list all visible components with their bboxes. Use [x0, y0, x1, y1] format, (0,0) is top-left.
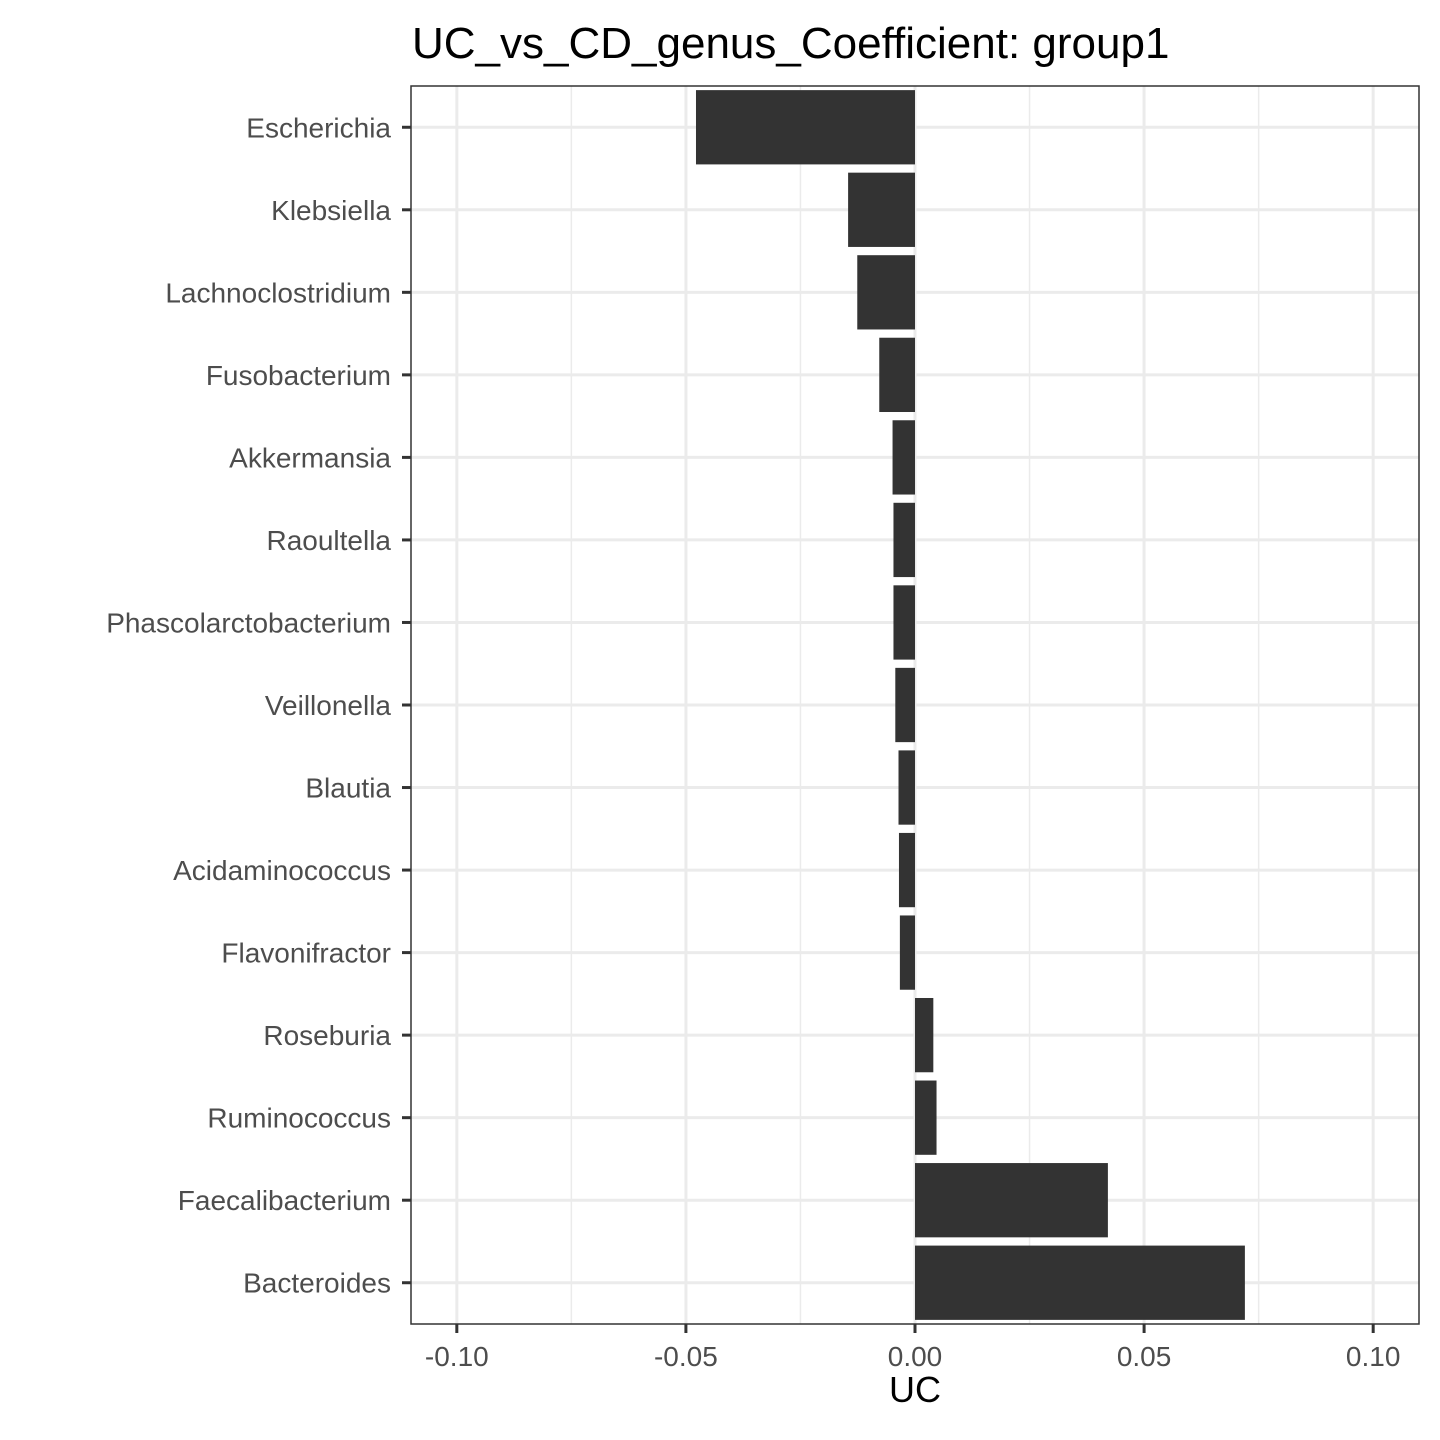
x-tick-label: -0.05	[654, 1341, 718, 1372]
bar-roseburia	[915, 997, 934, 1073]
bar-lachnoclostridium	[857, 255, 915, 330]
y-tick-label: Phascolarctobacterium	[106, 607, 391, 638]
y-tick-label: Blautia	[305, 773, 391, 804]
bar-veillonella	[895, 667, 915, 743]
y-tick-label: Ruminococcus	[207, 1103, 391, 1134]
bar-escherichia	[695, 90, 915, 165]
y-tick-label: Klebsiella	[271, 195, 391, 226]
y-tick-label: Raoultella	[266, 525, 391, 556]
y-tick-label: Acidaminococcus	[173, 855, 391, 886]
bar-fusobacterium	[879, 337, 915, 413]
x-axis-title: UC	[889, 1369, 941, 1410]
bar-raoultella	[893, 502, 915, 578]
chart-title: UC_vs_CD_genus_Coefficient: group1	[412, 19, 1169, 68]
bar-faecalibacterium	[915, 1163, 1108, 1238]
y-axis: Escherichia Klebsiella Lachnoclostridium Fu…	[106, 112, 411, 1299]
y-tick-label: Escherichia	[246, 112, 391, 143]
bar-akkermansia	[892, 420, 915, 495]
x-tick-label: -0.10	[425, 1341, 489, 1372]
bar-phascolarctobacterium	[893, 585, 915, 660]
x-axis: -0.10 -0.05 0.00 0.05 0.10	[425, 1324, 1401, 1372]
y-tick-label: Faecalibacterium	[178, 1185, 391, 1216]
bar-acidaminococcus	[898, 832, 915, 908]
x-tick-label: 0.10	[1346, 1341, 1401, 1372]
y-tick-label: Flavonifractor	[221, 938, 391, 969]
bar-blautia	[898, 750, 915, 825]
y-tick-label: Bacteroides	[243, 1268, 391, 1299]
y-tick-label: Akkermansia	[229, 442, 391, 473]
x-tick-label: 0.00	[888, 1341, 943, 1372]
y-tick-label: Fusobacterium	[206, 360, 391, 391]
bar-bacteroides	[915, 1245, 1245, 1320]
x-tick-label: 0.05	[1117, 1341, 1172, 1372]
y-tick-label: Roseburia	[263, 1020, 391, 1051]
y-tick-label: Lachnoclostridium	[165, 277, 391, 308]
bar-flavonifractor	[899, 915, 915, 990]
y-tick-label: Veillonella	[265, 690, 392, 721]
bar-layer	[695, 90, 1245, 1320]
bar-klebsiella	[848, 172, 915, 247]
bar-ruminococcus	[915, 1080, 937, 1155]
